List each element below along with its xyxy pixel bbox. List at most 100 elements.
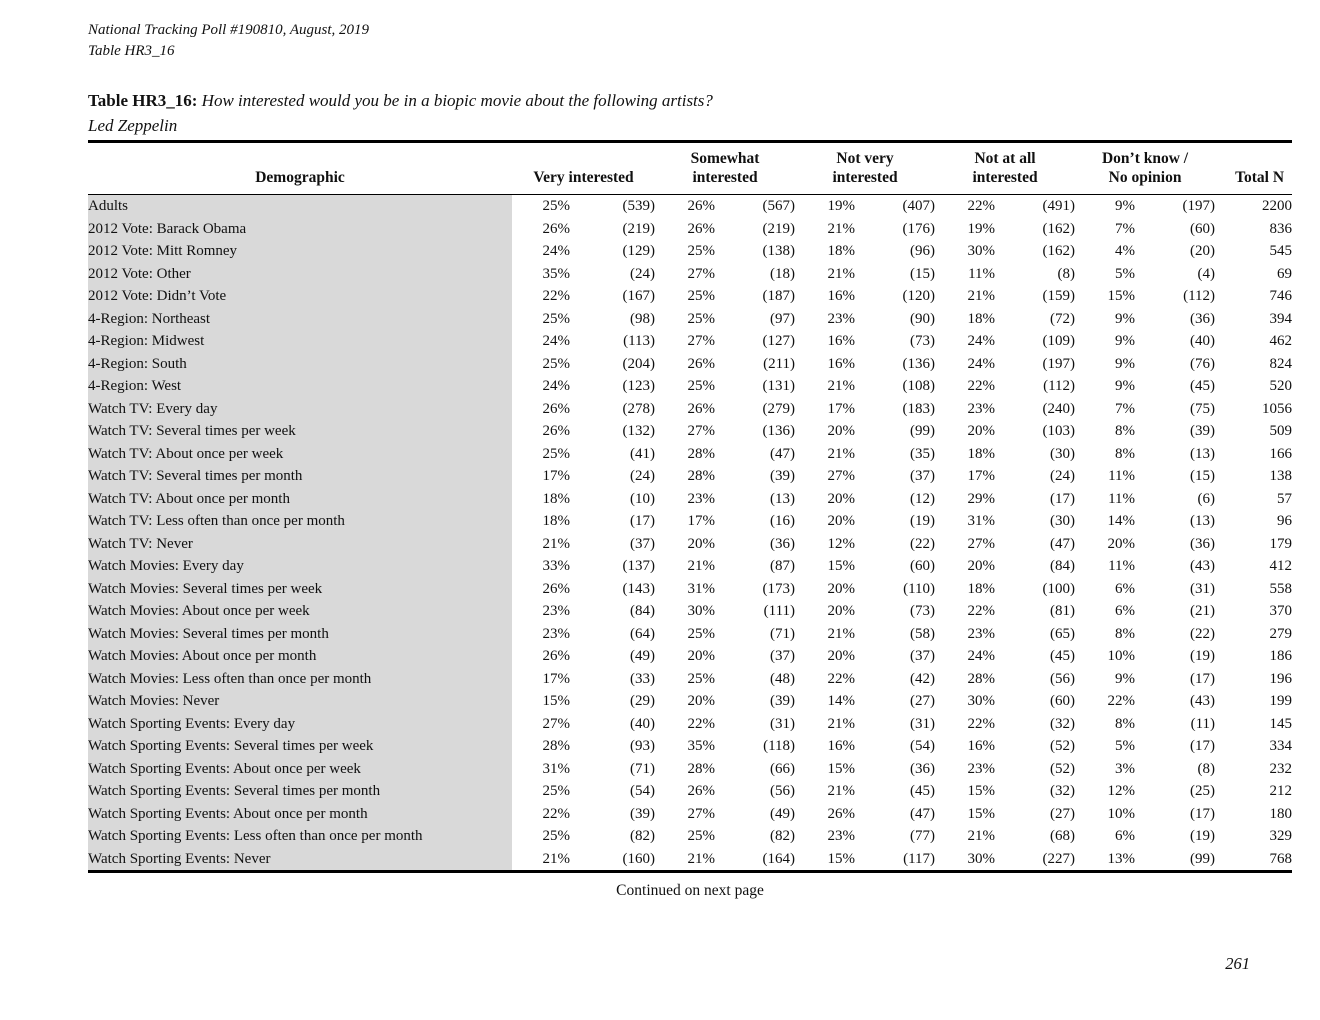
count-cell: (17) [630, 513, 656, 529]
count-cell: (32) [1050, 783, 1076, 799]
count-cell: (120) [902, 288, 936, 304]
percent-cell: 22% [1107, 693, 1136, 709]
percent-cell: 27% [967, 535, 996, 552]
count-cell: (82) [630, 828, 656, 844]
percent-cell: 21% [542, 850, 571, 867]
column-header-dont-know-no-opinion: Don’t know / No opinion [1075, 141, 1216, 195]
percent-cell: 15% [827, 850, 856, 867]
percent-cell: 8% [1115, 625, 1136, 642]
percent-cell: 23% [827, 310, 856, 327]
document-meta: National Tracking Poll #190810, August, … [88, 20, 369, 62]
count-cell: (43) [1190, 558, 1216, 574]
percent-cell: 25% [687, 378, 716, 394]
column-header-demographic: Demographic [88, 141, 512, 195]
percent-cell: 15% [967, 805, 996, 822]
count-cell: (109) [1042, 333, 1076, 349]
count-cell: (176) [902, 220, 936, 237]
percent-cell: 14% [1107, 513, 1136, 529]
percent-cell: 26% [687, 198, 716, 214]
demographic-cell: Watch Movies: About once per month [88, 645, 512, 668]
count-cell: (40) [630, 715, 656, 732]
demographic-cell: Watch Sporting Events: About once per we… [88, 757, 512, 780]
count-cell: (100) [1042, 580, 1076, 597]
total-n-cell: 462 [1269, 333, 1293, 349]
total-n-cell: 768 [1269, 850, 1293, 867]
percent-cell: 9% [1115, 333, 1136, 349]
percent-cell: 5% [1115, 738, 1136, 754]
count-cell: (60) [1050, 693, 1076, 709]
percent-cell: 23% [542, 603, 571, 619]
demographic-cell: Adults [88, 194, 512, 218]
count-cell: (278) [622, 400, 656, 417]
percent-cell: 30% [967, 243, 996, 259]
table-row: Watch Sporting Events: About once per mo… [88, 802, 1292, 825]
count-cell: (96) [910, 243, 936, 259]
page-number: 261 [1225, 954, 1250, 973]
count-cell: (211) [763, 355, 796, 372]
count-cell: (19) [1190, 648, 1216, 664]
table-row: Adults 25% (539) 26% (567) 19% (407) 22% (491) 9%… [88, 194, 1293, 218]
count-cell: (37) [630, 535, 656, 552]
demographic-cell: Watch Sporting Events: Several times per… [88, 735, 512, 758]
percent-cell: 25% [687, 310, 716, 327]
count-cell: (31) [910, 715, 936, 732]
count-cell: (54) [630, 783, 656, 799]
count-cell: (71) [770, 625, 796, 642]
percent-cell: 25% [542, 310, 571, 327]
count-cell: (118) [763, 738, 796, 754]
count-cell: (24) [630, 468, 656, 484]
percent-cell: 21% [687, 558, 716, 574]
count-cell: (219) [622, 220, 656, 237]
percent-cell: 19% [967, 220, 996, 237]
count-cell: (111) [763, 603, 796, 619]
percent-cell: 26% [687, 783, 716, 799]
count-cell: (99) [1190, 850, 1216, 867]
percent-cell: 30% [967, 850, 996, 867]
percent-cell: 27% [827, 468, 856, 484]
count-cell: (84) [1050, 558, 1076, 574]
percent-cell: 6% [1115, 580, 1136, 597]
percent-cell: 18% [827, 243, 856, 259]
total-n-cell: 412 [1269, 558, 1293, 574]
percent-cell: 21% [827, 445, 856, 462]
demographic-cell: Watch TV: Less often than once per month [88, 510, 512, 533]
percent-cell: 11% [1108, 490, 1136, 507]
percent-cell: 3% [1115, 760, 1136, 777]
demographic-cell: Watch Sporting Events: Several times per… [88, 780, 512, 803]
count-cell: (47) [1050, 535, 1076, 552]
table-row: Watch TV: About once per week 25% (41) 28% (… [88, 442, 1292, 465]
percent-cell: 26% [687, 355, 716, 372]
count-cell: (539) [622, 198, 656, 214]
percent-cell: 27% [687, 265, 716, 282]
percent-cell: 31% [687, 580, 716, 597]
meta-table-id: Table HR3_16 [88, 43, 175, 59]
percent-cell: 6% [1115, 603, 1136, 619]
count-cell: (31) [1190, 580, 1216, 597]
percent-cell: 23% [967, 625, 996, 642]
column-header-total-n: Total N [1215, 141, 1293, 195]
percent-cell: 10% [1107, 648, 1136, 664]
count-cell: (6) [1197, 490, 1216, 507]
total-n-cell: 329 [1269, 828, 1293, 844]
count-cell: (20) [1190, 243, 1216, 259]
count-cell: (16) [770, 513, 796, 529]
count-cell: (72) [1050, 310, 1076, 327]
total-n-cell: 145 [1269, 715, 1293, 732]
percent-cell: 28% [967, 670, 996, 687]
percent-cell: 20% [687, 693, 716, 709]
total-n-cell: 2200 [1262, 198, 1293, 214]
column-header-line: Total N [1235, 169, 1285, 186]
count-cell: (112) [1183, 288, 1216, 304]
count-cell: (90) [910, 310, 936, 327]
percent-cell: 23% [967, 760, 996, 777]
count-cell: (65) [1050, 625, 1076, 642]
percent-cell: 18% [967, 580, 996, 597]
count-cell: (39) [630, 805, 656, 822]
column-header-line: No opinion [1108, 169, 1182, 186]
count-cell: (27) [910, 693, 936, 709]
total-n-cell: 334 [1269, 738, 1293, 754]
table-row: Watch Movies: Every day 33% (137) 21% (87) 15… [88, 555, 1292, 578]
percent-cell: 25% [687, 828, 716, 844]
count-cell: (127) [762, 333, 796, 349]
percent-cell: 21% [827, 783, 856, 799]
